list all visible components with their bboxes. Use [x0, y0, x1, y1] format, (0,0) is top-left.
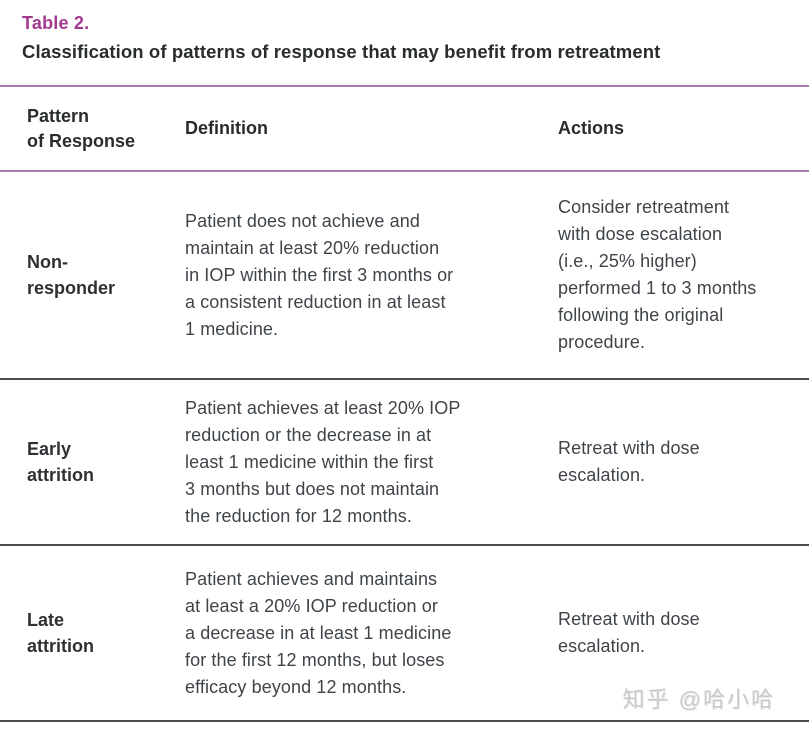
column-header-actions: Actions	[558, 118, 625, 138]
pattern-cell: Early attrition	[27, 439, 94, 485]
table-row-late-attrition: Late attrition Patient achieves and main…	[0, 546, 809, 722]
zhihu-watermark: 知乎 @哈小哈	[622, 687, 775, 712]
classification-table: Pattern of Response Definition Actions N…	[0, 85, 809, 722]
table-title: Classification of patterns of response t…	[22, 41, 661, 62]
pattern-cell: Non- responder	[27, 252, 116, 298]
actions-cell: Consider retreatment with dose escalatio…	[558, 197, 757, 352]
actions-cell: Retreat with dose escalation.	[558, 609, 700, 656]
definition-cell: Patient achieves at least 20% IOP reduct…	[185, 397, 461, 526]
table-header-row: Pattern of Response Definition Actions	[0, 85, 809, 172]
column-header-pattern-of-response: Pattern of Response	[27, 105, 136, 151]
definition-cell: Patient does not achieve and maintain at…	[185, 210, 454, 339]
table-row-non-responder: Non- responder Patient does not achieve …	[0, 172, 809, 380]
actions-cell: Retreat with dose escalation.	[558, 438, 700, 485]
definition-cell: Patient achieves and maintains at least …	[185, 568, 452, 697]
table-number-label: Table 2.	[22, 13, 90, 33]
table-caption: Table 2. Classification of patterns of r…	[0, 0, 809, 63]
table-row-early-attrition: Early attrition Patient achieves at leas…	[0, 380, 809, 546]
pattern-cell: Late attrition	[27, 610, 94, 656]
column-header-definition: Definition	[185, 118, 268, 138]
